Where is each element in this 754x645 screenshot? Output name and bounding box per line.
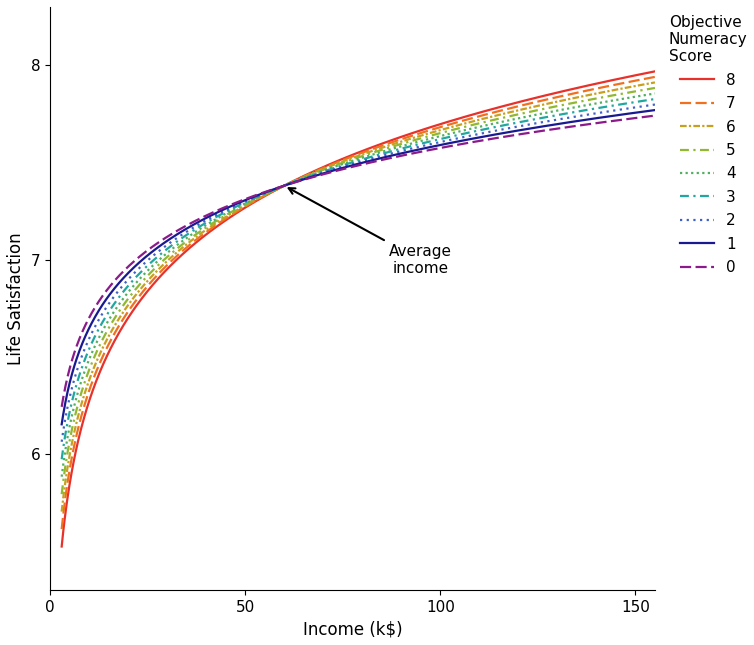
- Text: Average
income: Average income: [289, 188, 452, 276]
- Legend: 8, 7, 6, 5, 4, 3, 2, 1, 0: 8, 7, 6, 5, 4, 3, 2, 1, 0: [669, 15, 747, 275]
- Y-axis label: Life Satisfaction: Life Satisfaction: [7, 232, 25, 364]
- X-axis label: Income (k$): Income (k$): [302, 620, 403, 638]
